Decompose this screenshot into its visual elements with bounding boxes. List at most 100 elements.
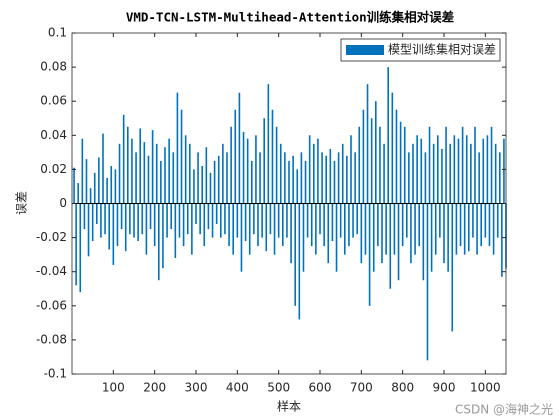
bar xyxy=(83,203,86,230)
bar xyxy=(112,203,115,265)
bar xyxy=(410,203,412,264)
bar xyxy=(348,203,350,247)
bar xyxy=(346,155,348,204)
bar xyxy=(408,152,410,204)
bar xyxy=(186,203,189,235)
bar xyxy=(308,135,311,204)
y-tick-label: 0.04 xyxy=(40,128,67,142)
bar xyxy=(368,203,371,306)
bar xyxy=(275,126,278,204)
bar xyxy=(75,203,77,286)
bar xyxy=(135,152,137,204)
bar xyxy=(127,126,129,204)
bar xyxy=(85,159,88,204)
bar xyxy=(164,147,166,204)
x-tick-label: 900 xyxy=(433,381,456,395)
bar xyxy=(184,135,187,204)
bar xyxy=(476,203,478,255)
bar xyxy=(162,203,164,269)
bar xyxy=(226,152,228,204)
bar xyxy=(372,203,375,272)
bar xyxy=(248,203,251,255)
bar xyxy=(335,203,338,272)
bar xyxy=(302,203,305,272)
x-tick-label: 300 xyxy=(185,381,208,395)
bar xyxy=(220,203,222,238)
bar xyxy=(232,203,234,255)
bar xyxy=(197,152,199,204)
bar xyxy=(234,109,237,204)
bar xyxy=(329,148,332,204)
bar xyxy=(422,203,425,281)
bar xyxy=(490,126,493,204)
bar xyxy=(240,203,243,272)
bar xyxy=(294,203,296,306)
bar xyxy=(430,203,433,272)
bar xyxy=(139,128,141,204)
bar xyxy=(98,157,100,204)
bar xyxy=(257,203,259,247)
bar xyxy=(145,203,148,255)
bar xyxy=(282,203,284,247)
bar xyxy=(155,143,158,204)
bar xyxy=(253,203,255,235)
bar xyxy=(277,203,280,238)
bar xyxy=(209,172,212,204)
bar xyxy=(222,143,224,204)
bar xyxy=(102,133,104,204)
y-tick-label: -0.02 xyxy=(36,230,67,244)
bar xyxy=(251,160,253,204)
bar xyxy=(474,126,476,204)
x-tick-label: 100 xyxy=(102,381,125,395)
x-axis-label: 样本 xyxy=(277,399,301,414)
bar xyxy=(230,126,232,204)
bar xyxy=(406,203,408,238)
bar xyxy=(366,84,369,204)
bar xyxy=(151,130,154,204)
bar xyxy=(137,203,139,242)
bar xyxy=(228,203,230,247)
y-axis-label: 误差 xyxy=(15,191,29,215)
legend-label: 模型训练集相对误差 xyxy=(388,42,496,57)
bar xyxy=(401,203,404,247)
bar xyxy=(259,152,261,204)
bar xyxy=(106,177,108,204)
bar xyxy=(110,165,113,204)
bar xyxy=(255,135,257,204)
bar xyxy=(337,152,340,204)
bar xyxy=(393,203,396,255)
bar xyxy=(439,203,441,238)
bar xyxy=(449,143,451,204)
bar xyxy=(465,135,468,204)
bar xyxy=(381,203,383,264)
bar xyxy=(432,143,435,204)
bar xyxy=(424,152,427,204)
bar xyxy=(207,203,210,230)
bar xyxy=(494,143,497,204)
bar xyxy=(178,203,181,238)
bar xyxy=(501,203,503,277)
bar xyxy=(300,152,303,204)
bar xyxy=(496,203,499,238)
bar xyxy=(193,169,195,204)
bar xyxy=(131,138,133,204)
bar xyxy=(77,183,79,204)
bar xyxy=(269,203,272,235)
bar xyxy=(279,143,282,204)
bar xyxy=(379,126,381,204)
x-tick-label: 700 xyxy=(350,381,373,395)
bar xyxy=(503,138,505,204)
bar xyxy=(313,143,315,204)
y-tick-label: -0.06 xyxy=(36,298,67,312)
bar xyxy=(341,143,344,204)
bar xyxy=(377,203,379,247)
bar xyxy=(306,203,309,238)
bar xyxy=(304,160,307,204)
bar xyxy=(484,203,487,238)
bar xyxy=(455,203,458,255)
bar xyxy=(236,203,239,238)
bar xyxy=(211,203,214,238)
bar xyxy=(172,152,175,204)
bar xyxy=(437,135,439,204)
